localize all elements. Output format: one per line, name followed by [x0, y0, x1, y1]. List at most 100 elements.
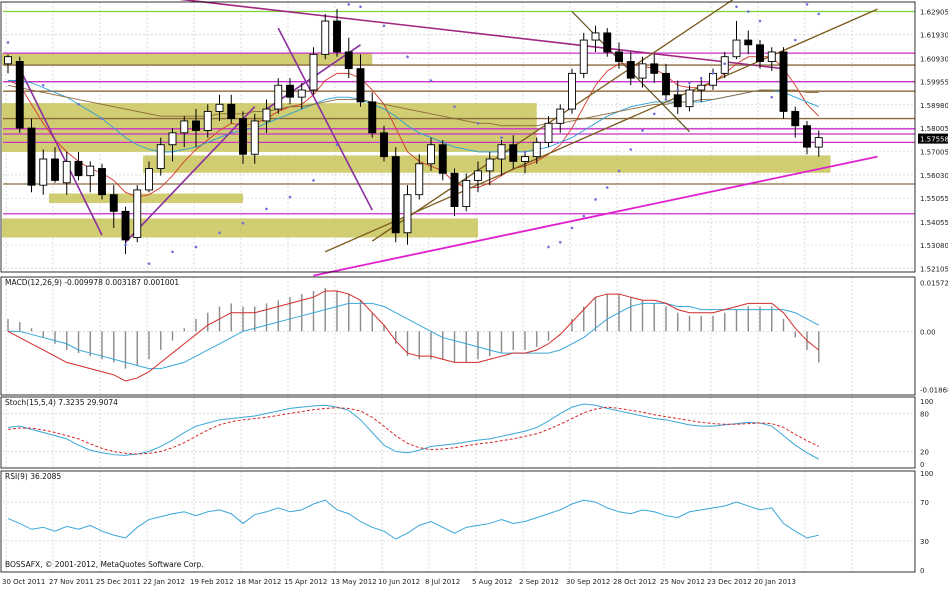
- stochastic-grid: [3, 397, 915, 468]
- candle-body-bull: [521, 156, 529, 162]
- candle: [215, 94, 224, 121]
- candle-body-bear: [756, 44, 764, 62]
- candle-body-bull: [321, 20, 330, 55]
- candle: [415, 154, 424, 200]
- candle: [4, 54, 12, 74]
- candle: [521, 151, 529, 174]
- time-tick-label: 13 May 2012: [331, 578, 377, 586]
- candle-body-bear: [98, 168, 106, 196]
- stochastic-lines: [7, 403, 819, 460]
- candle-body-bull: [4, 56, 12, 65]
- sar-dot: [124, 243, 127, 246]
- sar-dot: [652, 112, 656, 116]
- candle: [192, 109, 200, 148]
- candle: [391, 147, 400, 243]
- candle-body-bull: [262, 108, 271, 122]
- sar-dot: [171, 250, 174, 254]
- candle: [250, 113, 259, 164]
- sar-dot: [699, 76, 703, 80]
- sar-dot: [758, 19, 762, 23]
- macd-tick-label: 0.00: [920, 328, 936, 336]
- sar-dot: [100, 117, 104, 120]
- time-tick-label: 30 Sep 2012: [566, 578, 610, 586]
- candle-body-bull: [297, 89, 306, 98]
- candle: [39, 149, 48, 195]
- macd-line: [7, 290, 820, 382]
- candle-body-bull: [39, 158, 48, 186]
- moving-average-line: [7, 84, 819, 127]
- candle: [779, 47, 788, 119]
- candle: [239, 111, 247, 164]
- candle: [180, 116, 189, 148]
- price-zone: [2, 129, 537, 152]
- rsi-tick-label: 0: [920, 567, 924, 575]
- price-panel: 1.62905 1.61930 1.60930 1.59955 1.58980 1.580…: [2, 0, 948, 277]
- time-tick-label: 25 Dec 2011: [96, 578, 141, 586]
- sar-dot: [735, 5, 738, 9]
- panel-frame: [0, 1, 916, 273]
- sar-dot: [723, 62, 727, 66]
- sar-dot: [629, 148, 633, 151]
- candle-body-bull: [168, 132, 177, 146]
- price-zone: [2, 218, 478, 238]
- candle-body-bear: [15, 61, 24, 129]
- candle-body-bull: [403, 194, 412, 234]
- price-zone: [49, 193, 243, 204]
- time-tick-label: 5 Aug 2012: [472, 578, 512, 586]
- time-tick-label: 23 Dec 2012: [707, 578, 752, 586]
- candle: [462, 173, 471, 212]
- candle: [15, 56, 24, 133]
- sar-dot: [406, 55, 409, 59]
- rsi-grid: [3, 471, 915, 572]
- candle: [86, 161, 95, 193]
- candle-body-bear: [791, 110, 800, 127]
- candle: [650, 54, 659, 83]
- price-tick-label: 1.60930: [920, 55, 948, 63]
- candle: [262, 99, 271, 133]
- macd-lines: [7, 290, 820, 382]
- candles: [4, 9, 823, 255]
- trend-line: [313, 155, 878, 277]
- sar-dot: [429, 79, 433, 82]
- candle-body-bull: [86, 165, 95, 177]
- candle-body-bear: [391, 156, 400, 234]
- sar-dot: [288, 195, 292, 199]
- candle: [615, 42, 623, 69]
- candle-body-bull: [474, 170, 482, 181]
- candle-body-bear: [239, 118, 247, 155]
- stochastic-tick-label: 0: [920, 461, 924, 469]
- candle: [662, 63, 670, 100]
- candle-body-bull: [556, 108, 565, 124]
- price-zone: [2, 53, 373, 66]
- macd-axis: 0.01572 0.00 -0.01868: [920, 280, 948, 395]
- price-tick-label: 1.58005: [920, 125, 948, 133]
- rsi-header: RSI(9) 36.2085: [5, 472, 61, 481]
- candle: [544, 116, 553, 148]
- horizontal-levels: [3, 10, 915, 215]
- time-tick-label: 18 Mar 2012: [237, 578, 281, 586]
- candle: [274, 78, 283, 114]
- candle-body-bull: [732, 39, 741, 58]
- time-tick-label: 2 Sep 2012: [519, 578, 559, 586]
- candle: [803, 120, 811, 155]
- macd-panel: 0.01572 0.00 -0.01868 MACD(12,26,9) -0.009…: [3, 277, 948, 395]
- sar-dot: [805, 3, 809, 6]
- sar-dot: [547, 245, 550, 249]
- candle-body-bull: [462, 179, 471, 208]
- macd-tick-label: -0.01868: [920, 386, 948, 394]
- current-price-tag: 1.57558: [918, 133, 948, 144]
- candle: [532, 137, 541, 164]
- candle: [227, 94, 236, 124]
- sar-dot: [194, 245, 198, 249]
- rsi-tick-label: 30: [920, 538, 929, 546]
- price-tick-label: 1.52105: [920, 265, 948, 273]
- candle-body-bull: [709, 72, 717, 86]
- candle: [485, 151, 494, 186]
- candle: [333, 9, 341, 57]
- candle-body-bear: [192, 120, 200, 131]
- candle-body-bull: [532, 141, 541, 158]
- sar-dot: [147, 262, 151, 265]
- candle: [744, 30, 753, 55]
- candle: [427, 137, 435, 171]
